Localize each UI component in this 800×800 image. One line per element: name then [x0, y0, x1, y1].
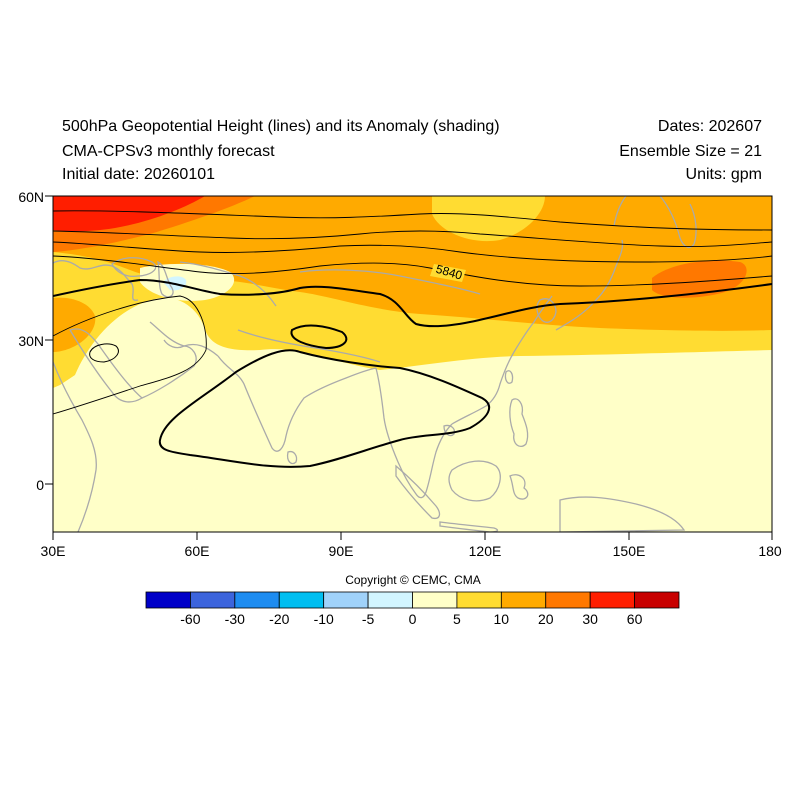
coast-philippines: [509, 398, 529, 448]
lat-label-60n: 60N: [18, 189, 44, 205]
lon-label-180: 180: [758, 543, 782, 559]
colorbar-tick-label: 0: [408, 611, 417, 627]
contour-top-3: [53, 241, 772, 263]
colorbar-tick-label: -5: [361, 611, 375, 627]
coast-sulawesi: [509, 474, 529, 500]
copyright: Copyright © CEMC, CMA: [345, 573, 481, 587]
contour-western-open: [53, 295, 207, 415]
lon-label-60e: 60E: [184, 543, 210, 559]
coast-korea: [536, 298, 557, 323]
colorbar-tick-label: 5: [452, 611, 461, 627]
colorbar: [145, 591, 680, 609]
border-tibet: [237, 329, 381, 363]
coastlines: [53, 196, 697, 532]
coast-hainan: [443, 424, 456, 437]
coast-taiwan: [504, 370, 514, 384]
contour-tibet-loop: [290, 324, 348, 350]
coast-india: [217, 355, 377, 452]
shade-10-20-hole: [432, 196, 545, 242]
height-contours: [53, 210, 772, 468]
coast-sakhalin: [613, 196, 627, 227]
colorbar-box: [145, 591, 191, 609]
shade-20-30-patch: [53, 297, 96, 352]
lat-label-30n: 30N: [18, 333, 44, 349]
colorbar-tick-label: 10: [493, 611, 510, 627]
lat-label-0: 0: [36, 477, 44, 493]
lon-label-30e: 30E: [40, 543, 66, 559]
colorbar-tick-label: 60: [626, 611, 643, 627]
colorbar-box: [545, 591, 591, 609]
coast-persian-gulf: [149, 321, 219, 357]
colorbar-tick-label: 30: [582, 611, 598, 627]
coast-borneo: [448, 460, 501, 502]
lon-label-150e: 150E: [612, 543, 646, 559]
coast-new-guinea: [559, 496, 686, 532]
units: Units: gpm: [685, 166, 762, 183]
contour-top-2: [53, 230, 772, 247]
contour-top-1: [53, 210, 772, 231]
coast-sumatra: [395, 464, 441, 520]
coast-africa-east: [53, 361, 97, 532]
colorbar-box: [634, 591, 680, 609]
colorbar-tick-label: -60: [180, 611, 201, 627]
shade-60-plus: [53, 196, 205, 232]
coast-kamchatka: [659, 196, 697, 249]
ensemble-size: Ensemble Size = 21: [619, 143, 762, 160]
colorbar-box: [589, 591, 635, 609]
colorbar-box: [190, 591, 236, 609]
lon-label-90e: 90E: [328, 543, 354, 559]
colorbar-box: [367, 591, 413, 609]
model-name: CMA-CPSv3 monthly forecast: [62, 143, 275, 160]
contour-label-bg: [430, 264, 466, 282]
colorbar-tick-label: 20: [538, 611, 554, 627]
contour-south-asia-high: [158, 349, 491, 468]
shade-20-30: [53, 196, 772, 331]
lon-label-120e: 120E: [468, 543, 502, 559]
forecast-dates: Dates: 202607: [657, 118, 762, 135]
shade-30-60-patch: [652, 260, 747, 298]
colorbar-box: [234, 591, 280, 609]
contour-5840: [53, 278, 772, 328]
coast-sri-lanka: [286, 450, 298, 465]
coast-japan: [555, 239, 624, 331]
coast-java: [439, 521, 499, 532]
coast-indochina: [375, 367, 453, 499]
contour-arabia-low: [89, 343, 119, 363]
colorbar-box: [456, 591, 502, 609]
coast-black-sea: [111, 257, 157, 278]
colorbar-tick-label: -30: [224, 611, 245, 627]
colorbar-tick-label: -10: [313, 611, 334, 627]
tick-marks: [45, 195, 773, 540]
map-frame: [52, 195, 773, 533]
border-mongolia: [299, 269, 481, 295]
anomaly-shading: [53, 196, 772, 532]
map-title: 500hPa Geopotential Height (lines) and i…: [62, 118, 500, 135]
colorbar-box: [323, 591, 369, 609]
colorbar-box: [412, 591, 458, 609]
coast-caspian: [157, 260, 174, 298]
coast-europe: [53, 260, 139, 301]
initial-date: Initial date: 20260101: [62, 166, 216, 183]
coast-arabia: [141, 339, 197, 399]
contour-top-4: [53, 255, 772, 287]
coast-south-china: [451, 295, 553, 425]
border-central-asia: [179, 261, 277, 307]
colorbar-box: [500, 591, 547, 609]
colorbar-tick-label: -20: [269, 611, 290, 627]
colorbar-box: [278, 591, 325, 609]
